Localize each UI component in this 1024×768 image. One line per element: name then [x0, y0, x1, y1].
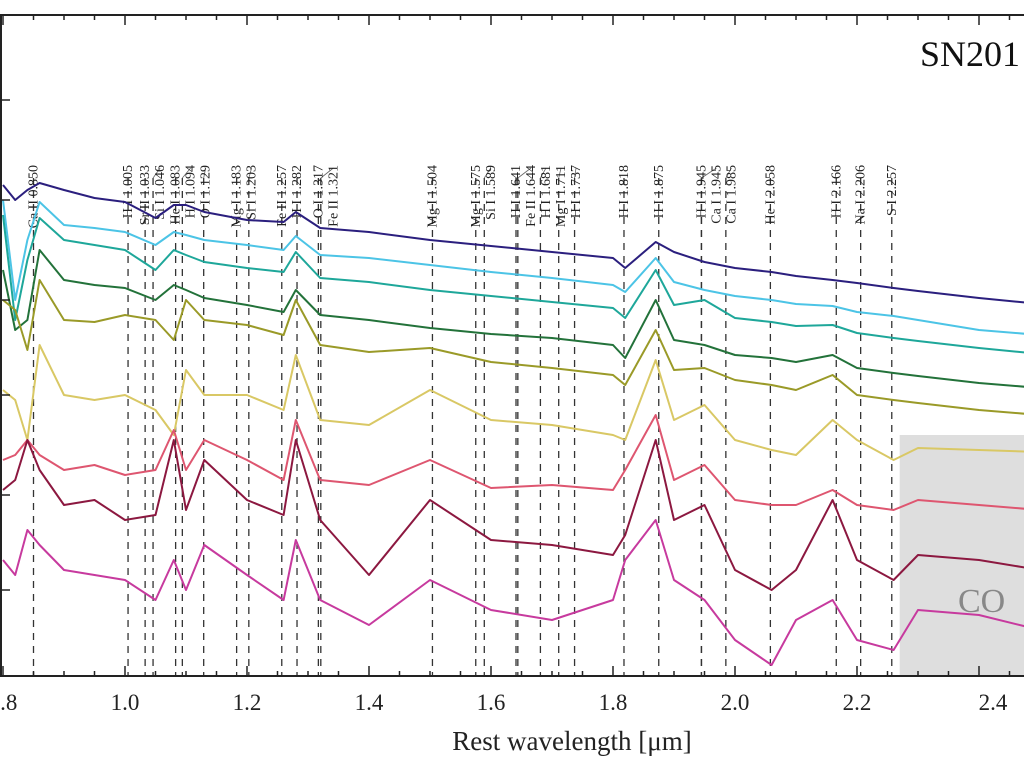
spectrum-series-7 — [2, 414, 1024, 511]
axes: 0.8 1.0 1.2 1.4 1.6 1.8 2.0 2.2 2.4 — [0, 14, 1024, 715]
line-id-label: Si I 1.203 — [245, 165, 260, 220]
line-id-label: H I 1.005 — [121, 165, 136, 218]
line-id-label: H I 1.875 — [652, 165, 667, 218]
line-id-leader — [320, 167, 334, 179]
spectrum-series-8 — [2, 439, 1024, 591]
line-id-label: S I 2.257 — [885, 165, 900, 216]
line-id-leader — [152, 167, 161, 179]
spectrum-series-6 — [2, 344, 1024, 461]
line-id-leader — [182, 167, 191, 179]
line-id-leader — [574, 167, 577, 179]
line-id-label: H I 1.641 — [509, 165, 524, 218]
line-id-label: Mg I 1.504 — [425, 165, 440, 228]
spectrum-series-9 — [2, 519, 1024, 666]
line-id-leader — [203, 167, 207, 179]
line-id-leader — [558, 167, 562, 179]
line-id-markers — [32, 167, 893, 676]
spectra-series — [2, 182, 1024, 666]
line-id-label: Mg I 1.711 — [554, 165, 569, 227]
line-id-label: He I 2.058 — [763, 165, 778, 225]
spectrum-series-1 — [2, 182, 1024, 304]
line-id-label: H I 1.737 — [569, 165, 584, 218]
x-tick-label: 1.2 — [233, 690, 262, 715]
line-id-label: Ca II 0.850 — [27, 165, 42, 228]
x-axis-label: Rest wavelength [μm] — [452, 726, 691, 756]
line-id-label: Fe II 1.257 — [275, 165, 290, 227]
line-id-leader — [248, 167, 253, 179]
spectrum-series-3 — [2, 214, 1024, 354]
line-id-label: Ca I 1.945 — [709, 165, 724, 224]
line-id-leader — [540, 167, 547, 179]
line-id-label: O I 1.317 — [311, 165, 326, 218]
line-id-label: H I 1.282 — [290, 165, 305, 218]
chart-title: SN201 — [920, 34, 1020, 74]
line-id-label: H I 1.945 — [694, 165, 709, 218]
x-tick-label: 1.6 — [477, 690, 506, 715]
line-id-label: Mg I 1.183 — [230, 165, 245, 228]
line-id-leader — [517, 167, 532, 179]
line-id-leader — [701, 167, 717, 179]
line-id-label: Fe II 1.321 — [326, 165, 341, 227]
line-id-label: Si I 1.046 — [153, 165, 168, 220]
line-id-label: He I 1.083 — [169, 165, 184, 225]
x-tick-label: 0.8 — [0, 690, 17, 715]
line-id-label: Ca I 1.985 — [724, 165, 739, 224]
line-id-label: H I 1.681 — [539, 165, 554, 218]
line-id-label: H I 1.094 — [184, 165, 199, 218]
spectrum-series-4 — [2, 249, 1024, 388]
x-tick-label: 2.4 — [979, 690, 1008, 715]
line-id-leader — [725, 167, 732, 179]
line-id-leader — [483, 167, 492, 179]
x-tick-label: 2.0 — [721, 690, 750, 715]
line-id-label: H I 2.166 — [829, 165, 844, 218]
x-tick-label: 2.2 — [843, 690, 872, 715]
line-id-label: Si I 1.589 — [484, 165, 499, 220]
x-tick-label: 1.8 — [599, 690, 628, 715]
line-id-label: Na I 2.206 — [854, 165, 869, 225]
co-region-label: CO — [958, 583, 1005, 620]
x-tick-label: 1.4 — [355, 690, 384, 715]
line-id-label: O I 1.129 — [199, 165, 214, 218]
spectrum-series-2 — [2, 199, 1024, 335]
line-id-labels: Ca II 0.850 H I 1.005 Sr II 1.033 Si I 1.04… — [27, 165, 900, 228]
line-id-label: Fe II 1.644 — [524, 165, 539, 227]
line-id-label: H I 1.818 — [617, 165, 632, 218]
line-id-label: Mg I 1.575 — [469, 165, 484, 228]
spectrum-series-5 — [2, 279, 1024, 415]
x-tick-label: 1.0 — [111, 690, 140, 715]
